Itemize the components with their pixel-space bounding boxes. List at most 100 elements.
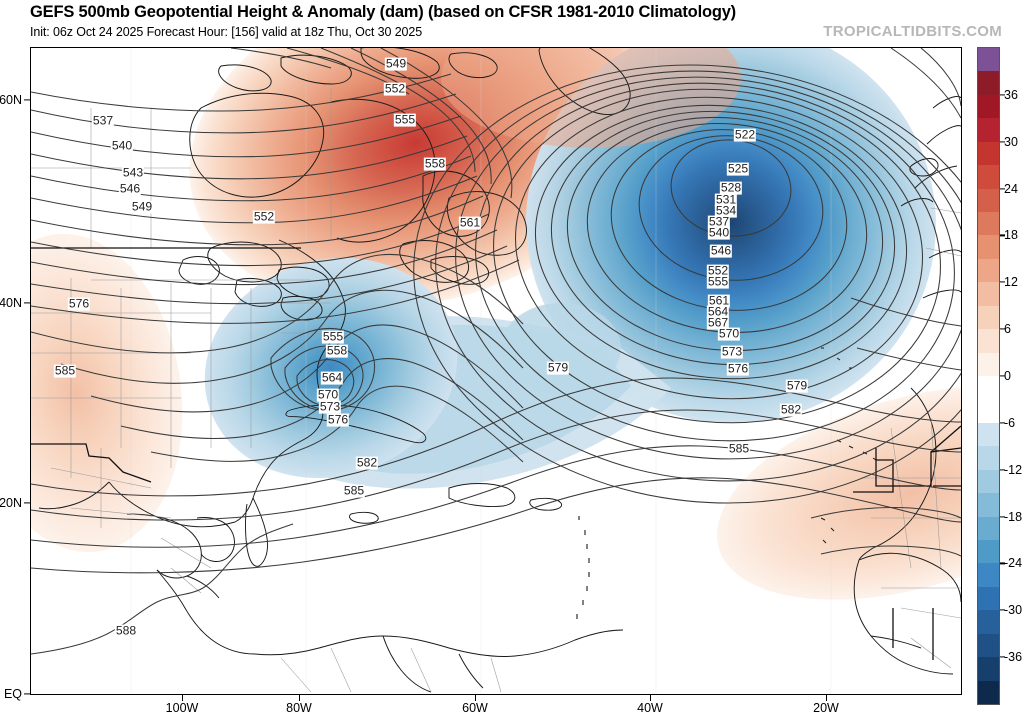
colorbar-band	[978, 188, 999, 213]
contour-label: 549	[130, 199, 154, 214]
chart-header: GEFS 500mb Geopotential Height & Anomaly…	[0, 0, 1024, 46]
lon-tick-mark-80w	[299, 695, 301, 701]
contour-label: 558	[325, 343, 349, 358]
contour-label: 555	[706, 274, 730, 289]
longitude-axis: 100W 80W 60W 40W 20W	[0, 695, 1024, 724]
colorbar-tick-label: 0	[1004, 369, 1011, 383]
contour-label: 570	[717, 326, 741, 341]
contour-label: 522	[733, 127, 757, 142]
colorbar-tick-mark	[1000, 562, 1005, 565]
contour-label: 531	[714, 192, 738, 207]
colorbar-band	[978, 563, 999, 588]
contour-label: 537	[707, 214, 731, 229]
anomaly-colorbar[interactable]	[977, 47, 1000, 705]
lon-tick-80w: 80W	[286, 701, 312, 715]
lat-tick-mark-40n	[24, 302, 30, 304]
lon-tick-40w: 40W	[637, 701, 663, 715]
colorbar-band	[978, 118, 999, 143]
colorbar-tick-label: -24	[1004, 556, 1023, 571]
colorbar-band	[978, 258, 999, 283]
contour-label: 576	[67, 296, 91, 311]
contour-label: 525	[726, 161, 750, 176]
lat-tick-eq: EQ	[3, 687, 22, 701]
contour-label: 546	[709, 243, 733, 258]
colorbar-band	[978, 235, 999, 260]
colorbar-band	[978, 282, 999, 307]
colorbar-band	[978, 94, 999, 119]
colorbar-tick-label: 30	[1004, 134, 1018, 149]
colorbar-band	[978, 305, 999, 330]
colorbar-tick-mark	[1000, 469, 1005, 471]
lon-tick-20w: 20W	[813, 701, 839, 715]
colorbar-tick-mark	[1000, 234, 1005, 237]
colorbar-band	[978, 469, 999, 494]
contour-label: 570	[316, 387, 340, 402]
lat-tick-mark-20n	[24, 502, 30, 504]
lat-tick-20n: 20N	[0, 496, 22, 510]
contour-label: 573	[318, 399, 342, 414]
colorbar-tick-mark	[1000, 328, 1005, 330]
colorbar-band	[978, 212, 999, 236]
colorbar-band	[978, 493, 999, 518]
colorbar-band	[978, 633, 999, 658]
page-title: GEFS 500mb Geopotential Height & Anomaly…	[30, 3, 736, 21]
colorbar-tick-mark	[1000, 281, 1005, 283]
lon-tick-mark-40w	[650, 695, 652, 701]
colorbar-tick-mark	[1000, 609, 1005, 611]
colorbar-band	[978, 376, 999, 400]
contour-label: 585	[53, 363, 77, 378]
map-graphic	[31, 48, 961, 694]
colorbar-tick-label: -12	[1004, 462, 1023, 477]
contour-label: 555	[321, 329, 345, 344]
contour-label: 567	[706, 315, 730, 330]
colorbar-band	[978, 141, 999, 166]
contour-label: 579	[546, 360, 570, 375]
lon-tick-mark-100w	[182, 695, 184, 701]
contour-label: 561	[458, 215, 482, 230]
contour-label: 579	[785, 378, 809, 393]
contour-label: 540	[110, 138, 134, 153]
lon-tick-60w: 60W	[462, 701, 488, 715]
contour-label: 564	[320, 370, 344, 385]
contour-label: 537	[91, 113, 115, 128]
lon-tick-100w: 100W	[165, 701, 199, 715]
contour-label: 576	[326, 412, 350, 427]
colorbar-band	[978, 352, 999, 377]
colorbar-tick-label: 24	[1004, 181, 1018, 196]
colorbar-band	[978, 516, 999, 541]
contour-label: 576	[726, 361, 750, 376]
map-canvas[interactable]: 537 540 543 546 549 552 549 552 555 558 561 522 525 5…	[30, 47, 962, 695]
contour-label: 564	[706, 304, 730, 319]
contour-label: 555	[393, 112, 417, 127]
contour-label: 546	[118, 181, 142, 196]
colorbar-band	[978, 399, 999, 424]
colorbar-band	[978, 446, 999, 471]
colorbar-band	[978, 48, 999, 72]
contour-label: 543	[121, 165, 145, 180]
contour-label: 558	[423, 156, 447, 171]
contour-label: 573	[720, 344, 744, 359]
colorbar-tick-mark	[1000, 515, 1005, 518]
colorbar-tick-label: -36	[1004, 650, 1023, 665]
lat-tick-mark-eq	[24, 693, 30, 695]
colorbar-tick-mark	[1000, 187, 1005, 190]
colorbar-tick-mark	[1000, 141, 1005, 143]
colorbar-band	[978, 680, 999, 705]
lat-tick-mark-60n	[24, 99, 30, 101]
contour-label: 588	[114, 623, 138, 638]
latitude-axis: 60N 40N 20N EQ	[0, 0, 30, 724]
colorbar-tick-label: 6	[1004, 322, 1011, 337]
colorbar-band	[978, 540, 999, 564]
contour-label: 582	[779, 402, 803, 417]
lat-tick-40n: 40N	[0, 296, 22, 310]
colorbar-tick-label: 18	[1004, 228, 1018, 243]
contour-label: 534	[714, 203, 738, 218]
contour-label: 552	[706, 263, 730, 278]
lon-tick-mark-60w	[475, 695, 477, 701]
colorbar-tick-mark	[1000, 656, 1005, 658]
colorbar-tick-mark	[1000, 375, 1005, 377]
contour-label: 561	[707, 293, 731, 308]
graticule	[130, 48, 832, 694]
colorbar-band	[978, 586, 999, 611]
